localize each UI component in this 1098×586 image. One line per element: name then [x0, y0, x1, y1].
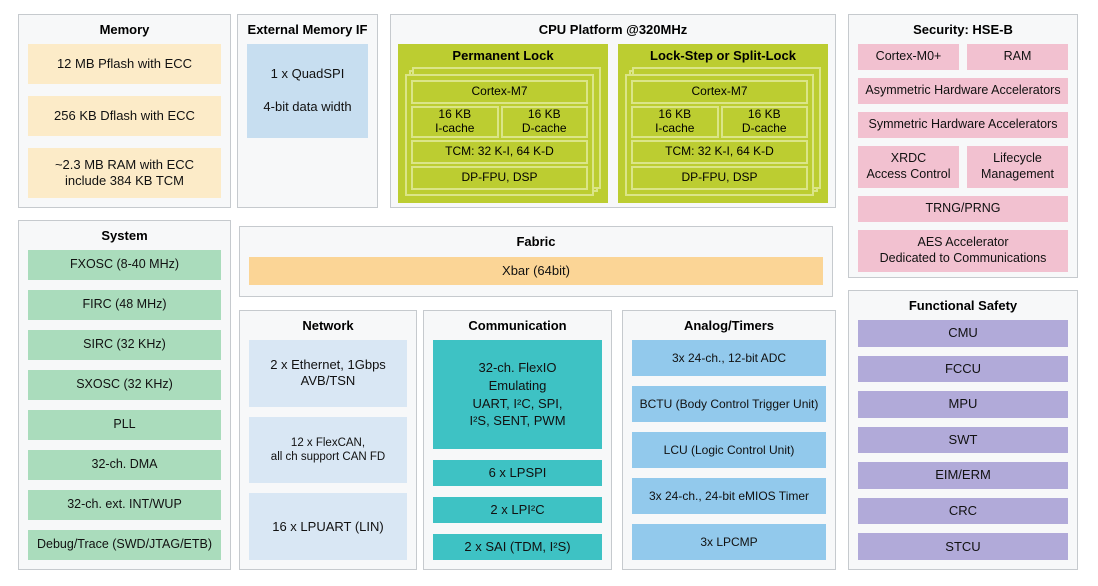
core-stack: Cortex-M7 16 KB I-cache 16 KB D-cache TC…: [405, 67, 601, 196]
block-eim-erm: EIM/ERM: [858, 462, 1068, 489]
block-lpcmp: 3x LPCMP: [632, 524, 826, 560]
block-dma: 32-ch. DMA: [28, 450, 221, 480]
block-emios-timer: 3x 24-ch., 24-bit eMIOS Timer: [632, 478, 826, 514]
block-debug-trace: Debug/Trace (SWD/JTAG/ETB): [28, 530, 221, 560]
block-symmetric-accelerators: Symmetric Hardware Accelerators: [858, 112, 1068, 138]
memory-block-list: 12 MB Pflash with ECC 256 KB Dflash with…: [28, 44, 221, 198]
system-block-list: FXOSC (8-40 MHz) FIRC (48 MHz) SIRC (32 …: [28, 250, 221, 560]
cache-row: 16 KB I-cache 16 KB D-cache: [631, 106, 808, 138]
panel-title-security: Security: HSE-B: [913, 22, 1013, 37]
cpu-group-permanent-lock: Permanent Lock Cortex-M7 16 KB I-cache 1…: [398, 44, 608, 203]
block-fxosc: FXOSC (8-40 MHz): [28, 250, 221, 280]
block-sai: 2 x SAI (TDM, I²S): [433, 534, 602, 560]
analog-block-list: 3x 24-ch., 12-bit ADC BCTU (Body Control…: [632, 340, 826, 560]
block-sxosc: SXOSC (32 KHz): [28, 370, 221, 400]
panel-title-memory: Memory: [99, 22, 150, 37]
panel-functional-safety: Functional Safety CMU FCCU MPU SWT EIM/E…: [848, 290, 1078, 570]
core-card: Cortex-M7 16 KB I-cache 16 KB D-cache TC…: [625, 74, 814, 196]
safety-block-list: CMU FCCU MPU SWT EIM/ERM CRC STCU: [858, 320, 1068, 561]
cpu-group-lockstep-splitlock: Lock-Step or Split-Lock Cortex-M7 16 KB …: [618, 44, 828, 203]
block-pll: PLL: [28, 410, 221, 440]
block-dcache: 16 KB D-cache: [500, 106, 588, 138]
block-lpuart: 16 x LPUART (LIN): [249, 493, 407, 561]
block-cortex-m7: Cortex-M7: [631, 80, 808, 104]
block-lcu: LCU (Logic Control Unit): [632, 432, 826, 468]
block-sirc: SIRC (32 KHz): [28, 330, 221, 360]
panel-title-system: System: [101, 228, 148, 243]
extif-block-list: 1 x QuadSPI 4-bit data width: [247, 44, 368, 198]
cpu-group-title: Lock-Step or Split-Lock: [650, 48, 796, 63]
panel-title-network: Network: [302, 318, 354, 333]
block-ram: RAM: [967, 44, 1068, 70]
block-quadspi: 1 x QuadSPI 4-bit data width: [247, 44, 368, 138]
block-crc: CRC: [858, 497, 1068, 525]
block-flexcan: 12 x FlexCAN, all ch support CAN FD: [249, 416, 407, 484]
block-aes-accelerator: AES Accelerator Dedicated to Communicati…: [858, 230, 1068, 272]
block-bctu: BCTU (Body Control Trigger Unit): [632, 386, 826, 422]
block-icache: 16 KB I-cache: [631, 106, 719, 138]
block-asymmetric-accelerators: Asymmetric Hardware Accelerators: [858, 78, 1068, 104]
block-ethernet: 2 x Ethernet, 1Gbps AVB/TSN: [249, 340, 407, 407]
panel-title-analog-timers: Analog/Timers: [683, 318, 775, 333]
block-pflash: 12 MB Pflash with ECC: [28, 44, 221, 84]
block-dcache: 16 KB D-cache: [720, 106, 808, 138]
panel-title-external-memory-if: External Memory IF: [247, 22, 368, 37]
block-swt: SWT: [858, 426, 1068, 454]
panel-title-communication: Communication: [468, 318, 567, 333]
block-firc: FIRC (48 MHz): [28, 290, 221, 320]
cache-row: 16 KB I-cache 16 KB D-cache: [411, 106, 588, 138]
security-row-core-ram: Cortex-M0+ RAM: [858, 44, 1068, 70]
block-xbar: Xbar (64bit): [249, 257, 823, 285]
block-dflash: 256 KB Dflash with ECC: [28, 96, 221, 136]
core-card: Cortex-M7 16 KB I-cache 16 KB D-cache TC…: [405, 74, 594, 196]
cpu-group-title: Permanent Lock: [452, 48, 554, 63]
security-row-xrdc-lifecycle: XRDC Access Control Lifecycle Management: [858, 146, 1068, 188]
communication-block-list: 32-ch. FlexIO Emulating UART, I²C, SPI, …: [433, 340, 602, 560]
block-lpspi: 6 x LPSPI: [433, 460, 602, 486]
panel-memory: Memory 12 MB Pflash with ECC 256 KB Dfla…: [18, 14, 231, 208]
panel-communication: Communication 32-ch. FlexIO Emulating UA…: [423, 310, 612, 570]
block-cortex-m0plus: Cortex-M0+: [858, 44, 959, 70]
block-trng-prng: TRNG/PRNG: [858, 196, 1068, 222]
cpu-groups: Permanent Lock Cortex-M7 16 KB I-cache 1…: [398, 44, 828, 203]
block-fpu-dsp: DP-FPU, DSP: [411, 165, 588, 190]
panel-title-cpu-platform: CPU Platform @320MHz: [538, 22, 688, 37]
panel-system: System FXOSC (8-40 MHz) FIRC (48 MHz) SI…: [18, 220, 231, 570]
panel-title-fabric: Fabric: [516, 234, 556, 249]
block-stcu: STCU: [858, 533, 1068, 561]
network-block-list: 2 x Ethernet, 1Gbps AVB/TSN 12 x FlexCAN…: [249, 340, 407, 561]
panel-title-functional-safety: Functional Safety: [908, 298, 1018, 313]
block-flexio: 32-ch. FlexIO Emulating UART, I²C, SPI, …: [433, 340, 602, 449]
block-icache: 16 KB I-cache: [411, 106, 499, 138]
block-lpi2c: 2 x LPI²C: [433, 497, 602, 523]
block-ram: ~2.3 MB RAM with ECC include 384 KB TCM: [28, 148, 221, 198]
core-stack: Cortex-M7 16 KB I-cache 16 KB D-cache TC…: [625, 67, 821, 196]
block-cmu: CMU: [858, 320, 1068, 347]
block-lifecycle: Lifecycle Management: [967, 146, 1068, 188]
panel-external-memory-if: External Memory IF 1 x QuadSPI 4-bit dat…: [237, 14, 378, 208]
block-tcm: TCM: 32 K-I, 64 K-D: [631, 139, 808, 164]
block-mpu: MPU: [858, 391, 1068, 418]
block-int-wup: 32-ch. ext. INT/WUP: [28, 490, 221, 520]
block-fccu: FCCU: [858, 355, 1068, 383]
panel-cpu-platform: CPU Platform @320MHz Permanent Lock Cort…: [390, 14, 836, 208]
security-block-list: Cortex-M0+ RAM Asymmetric Hardware Accel…: [858, 44, 1068, 272]
block-adc: 3x 24-ch., 12-bit ADC: [632, 340, 826, 376]
block-tcm: TCM: 32 K-I, 64 K-D: [411, 139, 588, 164]
block-cortex-m7: Cortex-M7: [411, 80, 588, 104]
panel-fabric: Fabric Xbar (64bit): [239, 226, 833, 297]
block-xrdc: XRDC Access Control: [858, 146, 959, 188]
panel-analog-timers: Analog/Timers 3x 24-ch., 12-bit ADC BCTU…: [622, 310, 836, 570]
panel-network: Network 2 x Ethernet, 1Gbps AVB/TSN 12 x…: [239, 310, 417, 570]
panel-security-hse-b: Security: HSE-B Cortex-M0+ RAM Asymmetri…: [848, 14, 1078, 278]
block-fpu-dsp: DP-FPU, DSP: [631, 165, 808, 190]
